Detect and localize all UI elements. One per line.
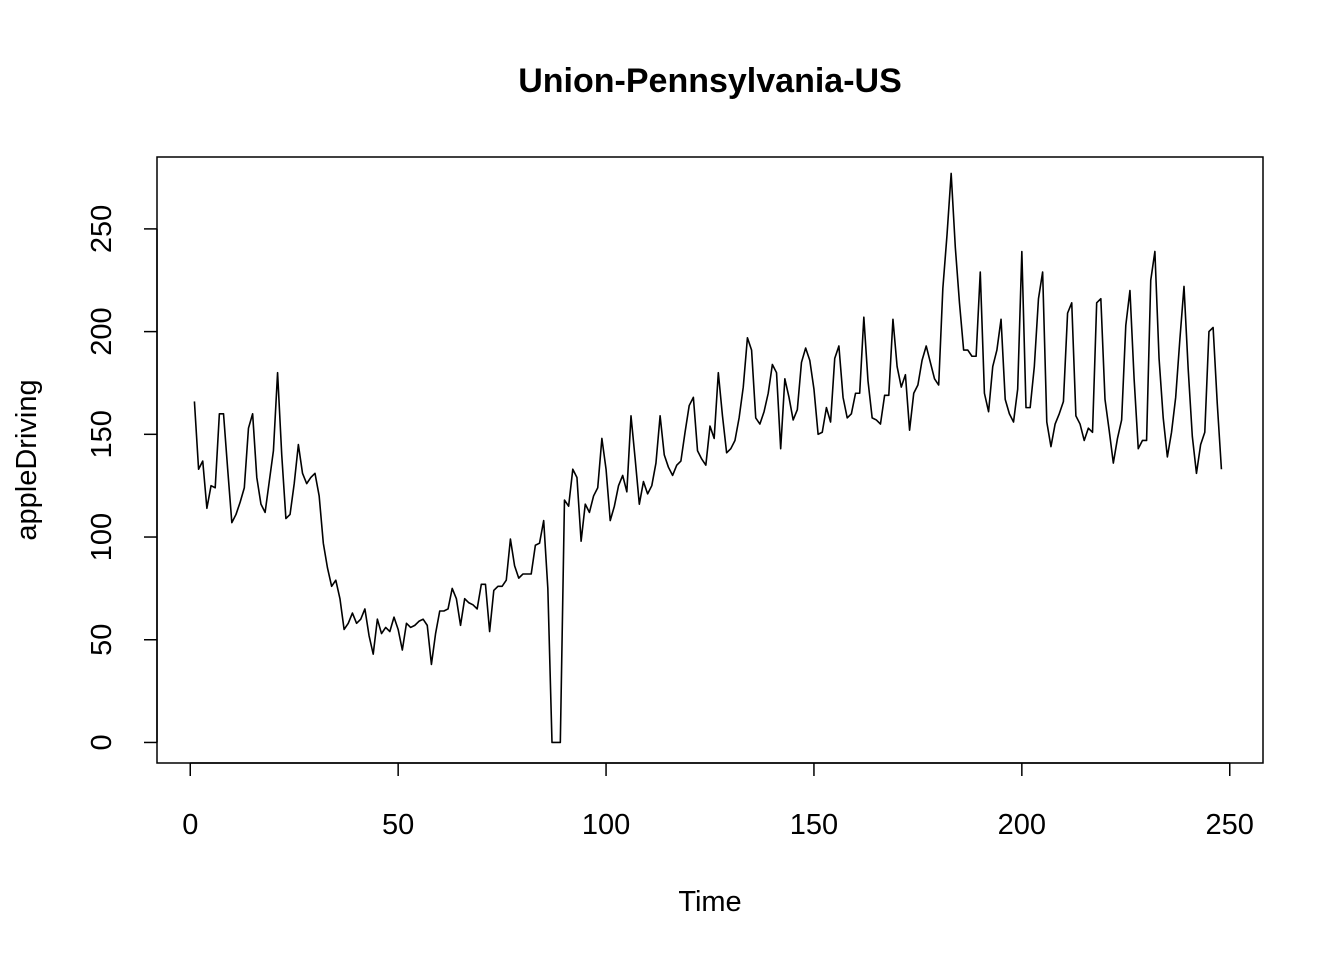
x-tick-label: 250 bbox=[1206, 809, 1254, 841]
x-tick-label: 150 bbox=[790, 809, 838, 841]
y-tick-label: 200 bbox=[86, 307, 118, 355]
x-axis-label: Time bbox=[678, 886, 741, 918]
y-tick-label: 50 bbox=[86, 624, 118, 656]
y-tick-label: 100 bbox=[86, 513, 118, 561]
plot-frame bbox=[156, 156, 1264, 764]
y-tick-label: 250 bbox=[86, 205, 118, 253]
x-axis: 0 50 100 150 200 250 bbox=[182, 762, 1254, 841]
y-axis-label: appleDriving bbox=[11, 379, 43, 540]
y-axis: 0 50 100 150 200 250 bbox=[86, 205, 158, 751]
x-tick-label: 200 bbox=[998, 809, 1046, 841]
series-line bbox=[193, 172, 1223, 744]
y-tick-label: 0 bbox=[86, 734, 118, 750]
chart-title: Union-Pennsylvania-US bbox=[518, 62, 902, 100]
x-tick-label: 100 bbox=[582, 809, 630, 841]
y-tick-label: 150 bbox=[86, 410, 118, 458]
x-tick-label: 50 bbox=[382, 809, 414, 841]
x-tick-label: 0 bbox=[182, 809, 198, 841]
